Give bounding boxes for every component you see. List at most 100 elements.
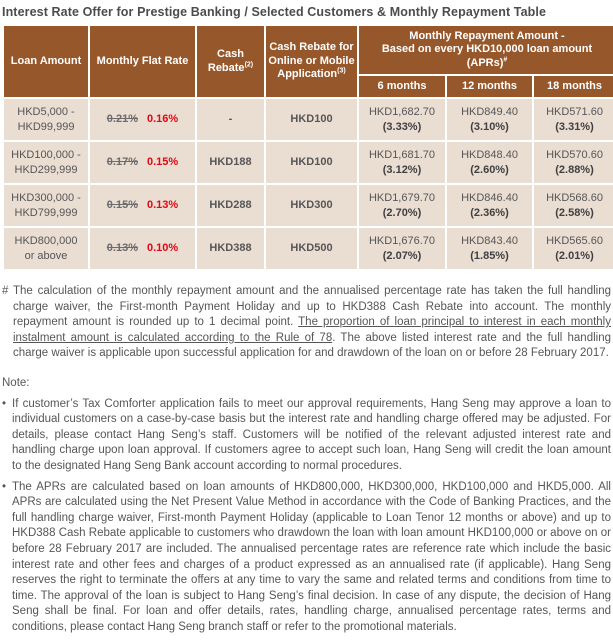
repayment-apr: (3.12%) [382,163,422,176]
repayment-title-line3: (APRs)# [361,56,613,71]
col-header-cash-rebate: Cash Rebate(2) [195,24,266,99]
bullet-marker: • [2,397,7,410]
repayment-apr: (3.33%) [382,120,422,133]
repayment-18m-cell: HKD571.60 (3.31%) [531,97,613,142]
old-rate-strikethrough: 0.17% [106,156,138,169]
footnote-marker: # [2,285,9,297]
table-row: HKD100,000 - HKD299,999 0.17% 0.15% HKD188… [2,140,613,185]
flat-rate-cell: 0.13% 0.10% [88,226,197,271]
repayment-title-line1: Monthly Repayment Amount - [409,29,565,42]
repayment-18m-cell: HKD565.60 (2.01%) [531,226,613,271]
note-label: Note: [2,376,30,389]
note-bullet-text: If customer’s Tax Comforter application … [12,397,611,472]
loan-range-line2: or above [24,249,68,262]
cash-rebate-footnote-ref: (2) [244,60,254,68]
online-rebate-cell: HKD300 [264,183,359,228]
repayment-amount: HKD848.40 [461,149,518,161]
bullet-marker: • [2,480,7,493]
repayment-footnote-ref: # [503,56,508,64]
loan-amount-cell: HKD300,000 - HKD799,999 [2,183,90,228]
col-header-18-months: 18 months [531,74,613,99]
repayment-18m-cell: HKD570.60 (2.88%) [531,140,613,185]
col-header-12-months: 12 months [445,74,534,99]
repayment-6m-cell: HKD1,676.70 (2.07%) [357,226,447,271]
online-rebate-cell: HKD500 [264,226,359,271]
loan-range-line2: HKD299,999 [14,163,78,176]
repayment-apr: (2.36%) [470,206,509,219]
repayment-12m-cell: HKD843.40 (1.85%) [445,226,534,271]
repayment-apr: (3.10%) [470,120,509,133]
old-rate-strikethrough: 0.13% [106,242,138,255]
footnote-rule-of-78: # The calculation of the monthly repayme… [2,284,611,362]
col-header-cash-rebate-online: Cash Rebate for Online or Mobile Applica… [264,24,359,99]
new-rate: 0.15% [147,156,179,169]
repayment-6m-cell: HKD1,681.70 (3.12%) [357,140,447,185]
new-rate: 0.13% [147,199,179,212]
online-rebate-cell: HKD100 [264,140,359,185]
footnote-text-after: . The above listed interest rate and the… [13,331,611,360]
repayment-title-aprs: (APRs) [466,56,504,69]
repayment-apr: (2.58%) [555,206,594,219]
loan-amount-cell: HKD5,000 - HKD99,999 [2,97,90,142]
col-header-loan-amount: Loan Amount [2,24,90,99]
old-rate-strikethrough: 0.21% [106,113,138,126]
online-rebate-cell: HKD100 [264,97,359,142]
repayment-amount: HKD570.60 [546,149,603,161]
repayment-amount: HKD571.60 [546,106,603,118]
repayment-amount: HKD568.60 [546,192,603,204]
table-row: HKD800,000 or above 0.13% 0.10% HKD388 HKD… [2,226,613,271]
table-row: HKD300,000 - HKD799,999 0.15% 0.13% HKD288… [2,183,613,228]
table-row: HKD5,000 - HKD99,999 0.21% 0.16% - HKD100 … [2,97,613,142]
header-row-main: Loan Amount Monthly Flat Rate Cash Rebat… [2,24,613,99]
cash-rebate-online-label: Cash Rebate for Online or Mobile Applica… [268,41,355,81]
cash-rebate-cell: HKD288 [195,183,266,228]
footnote-text: The calculation of the monthly repayment… [13,284,611,362]
col-header-monthly-flat-rate: Monthly Flat Rate [88,24,197,99]
repayment-amount: HKD843.40 [461,235,518,247]
cash-rebate-online-footnote-ref: (3) [337,67,346,75]
repayment-6m-cell: HKD1,679.70 (2.70%) [357,183,447,228]
flat-rate-cell: 0.15% 0.13% [88,183,197,228]
repayment-amount: HKD1,676.70 [368,235,436,247]
repayment-apr: (2.60%) [470,163,509,176]
repayment-table: Loan Amount Monthly Flat Rate Cash Rebat… [2,24,613,271]
cash-rebate-label: Cash Rebate [207,48,245,74]
loan-range-line2: HKD99,999 [17,120,75,133]
repayment-12m-cell: HKD848.40 (2.60%) [445,140,534,185]
repayment-amount: HKD1,681.70 [368,149,436,161]
repayment-apr: (2.01%) [555,249,594,262]
repayment-apr: (1.85%) [470,249,509,262]
repayment-6m-cell: HKD1,682.70 (3.33%) [357,97,447,142]
repayment-12m-cell: HKD849.40 (3.10%) [445,97,534,142]
repayment-apr: (2.07%) [382,249,422,262]
repayment-amount: HKD846.40 [461,192,518,204]
cash-rebate-cell: HKD188 [195,140,266,185]
loan-range-line1: HKD5,000 - [17,106,75,118]
col-header-monthly-repayment-group: Monthly Repayment Amount - Based on ever… [356,24,613,76]
repayment-apr: (2.88%) [555,163,594,176]
flat-rate-cell: 0.21% 0.16% [88,97,197,142]
repayment-apr: (2.70%) [382,206,422,219]
repayment-title-line2: Based on every HKD10,000 loan amount [381,43,593,56]
footnote-text-before: The calculation of the monthly repayment… [13,285,611,329]
loan-range-line2: HKD799,999 [14,206,78,219]
loan-amount-cell: HKD800,000 or above [2,226,90,271]
loan-range-line1: HKD100,000 - [11,149,81,161]
cash-rebate-cell: HKD388 [195,226,266,271]
cash-rebate-cell: - [195,97,266,142]
note-bullet-text: The APRs are calculated based on loan am… [12,480,611,633]
note-bullet-aprs: • The APRs are calculated based on loan … [2,480,611,636]
loan-range-line1: HKD800,000 [14,235,78,247]
header-row-tenors: 6 months 12 months 18 months [3,74,613,99]
repayment-apr: (3.31%) [555,120,594,133]
page-title: Interest Rate Offer for Prestige Banking… [2,5,547,19]
new-rate: 0.16% [147,113,179,126]
repayment-amount: HKD849.40 [461,106,518,118]
loan-amount-cell: HKD100,000 - HKD299,999 [2,140,90,185]
loan-range-line1: HKD300,000 - [11,192,81,204]
repayment-amount: HKD1,679.70 [368,192,436,204]
repayment-amount: HKD565.60 [546,235,603,247]
repayment-18m-cell: HKD568.60 (2.58%) [531,183,613,228]
old-rate-strikethrough: 0.15% [106,199,138,212]
